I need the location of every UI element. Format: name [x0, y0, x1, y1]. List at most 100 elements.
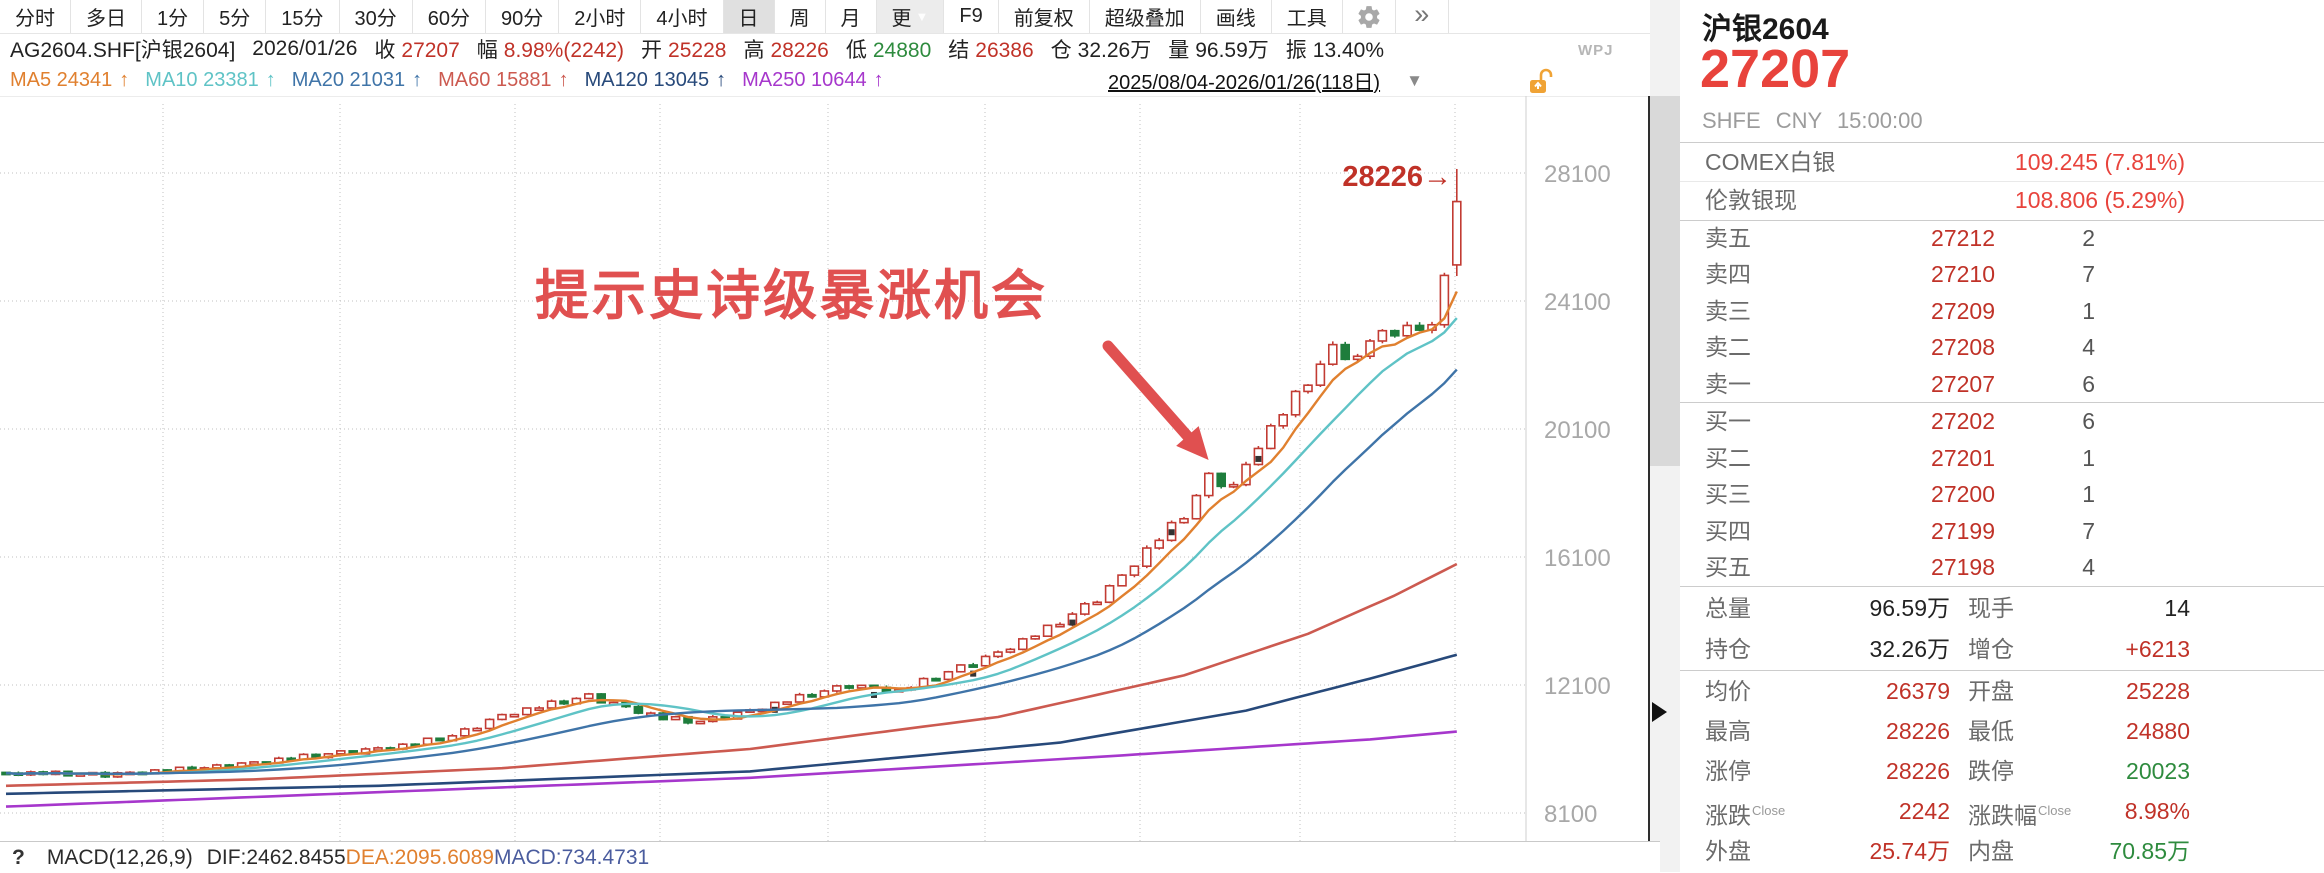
up-arrow-icon: ↑: [716, 69, 727, 91]
tab-工具[interactable]: 工具: [1272, 0, 1343, 33]
tab-label: 工具: [1286, 8, 1327, 30]
stat-label: 涨跌Close: [1705, 802, 1786, 829]
stat-row-持仓: 持仓 32.26万 增仓 +6213: [1680, 629, 2324, 670]
tab-画线[interactable]: 画线: [1201, 0, 1272, 33]
ma-line-MA20: [5, 368, 1458, 776]
stat-label: 最低: [1968, 718, 2014, 744]
ask-row-卖一: 卖一 27207 6: [1680, 366, 2324, 402]
tab-前复权[interactable]: 前复权: [999, 0, 1090, 33]
bid-price[interactable]: 27201: [1931, 444, 1995, 471]
ask-qty: 6: [2082, 370, 2095, 397]
ma-value-MA5: MA5 24341 ↑: [10, 69, 130, 91]
y-axis-tick: 24100: [1544, 289, 1611, 316]
stat-label: 涨跌幅Close: [1968, 802, 2072, 829]
candlestick-chart[interactable]: 28100 24100 20100 16100 12100 8100 28226→ 提示史诗级…: [0, 96, 1648, 841]
tab-90分[interactable]: 90分: [486, 0, 560, 33]
bid-price[interactable]: 27198: [1931, 554, 1995, 581]
overflow-chevrons-icon[interactable]: »: [1396, 0, 1449, 33]
ma-value-MA120: MA120 13045 ↑: [584, 69, 727, 91]
help-icon[interactable]: ?: [12, 845, 25, 869]
panel-splitter-line: [1648, 96, 1650, 872]
bid-row-买一: 买一 27202 6: [1680, 403, 2324, 440]
date-range-selector[interactable]: 2025/08/04-2026/01/26(118日) ▼: [1108, 65, 1423, 96]
stat-label: 内盘: [1968, 838, 2014, 864]
field-开: 开 25228: [641, 39, 727, 62]
stat-value: 25228: [2126, 678, 2190, 704]
tab-多日[interactable]: 多日: [71, 0, 142, 33]
stat-row-涨跌: 涨跌Close 2242 涨跌幅Close 8.98%: [1680, 791, 2324, 831]
date-range-label[interactable]: 2025/08/04-2026/01/26(118日): [1108, 72, 1381, 94]
ask-label: 卖一: [1705, 370, 1751, 397]
field-高: 高 28226: [743, 39, 829, 62]
tab-label: 1分: [157, 8, 189, 30]
annotation-arrow-head: [1176, 426, 1209, 460]
stat-value: 20023: [2126, 758, 2190, 784]
stat-value: 28226: [1886, 718, 1950, 744]
tab-月[interactable]: 月: [826, 0, 877, 33]
bid-price[interactable]: 27202: [1931, 408, 1995, 434]
ma-value-MA10: MA10 23381 ↑: [145, 69, 276, 91]
tab-label: 2小时: [574, 8, 626, 30]
contract-name: 沪银2604: [1702, 13, 1829, 46]
field-振: 振 13.40%: [1285, 39, 1385, 62]
stat-value: 2242: [1898, 798, 1950, 824]
ask-price[interactable]: 27207: [1931, 370, 1995, 397]
stat-value: 14: [2164, 595, 2190, 621]
bid-row-买五: 买五 27198 4: [1680, 549, 2324, 586]
tab-超级叠加[interactable]: 超级叠加: [1090, 0, 1201, 33]
ask-price[interactable]: 27212: [1931, 225, 1995, 251]
y-axis-tick: 16100: [1544, 545, 1611, 572]
stat-label: 涨停: [1705, 758, 1751, 784]
external-quote-row: COMEX白银 109.245 (7.81%): [1680, 143, 2324, 181]
tab-4小时[interactable]: 4小时: [641, 0, 724, 33]
unlock-icon[interactable]: [1528, 68, 1554, 102]
tab-15分[interactable]: 15分: [266, 0, 340, 33]
chevron-down-icon[interactable]: ▼: [1406, 70, 1423, 90]
tab-周[interactable]: 周: [775, 0, 826, 33]
field-收: 收 27207: [374, 39, 460, 62]
field-低: 低 24880: [845, 39, 932, 62]
tab-5分[interactable]: 5分: [204, 0, 267, 33]
field-结: 结 26386: [948, 39, 1034, 62]
bid-price[interactable]: 27200: [1931, 481, 1995, 508]
macd-values: MACD(12,26,9) DIF:2462.8455DEA:2095.6089M…: [47, 846, 649, 870]
tab-分时[interactable]: 分时: [0, 0, 71, 33]
up-arrow-icon: ↑: [265, 69, 276, 91]
tab-2小时[interactable]: 2小时: [559, 0, 642, 33]
stat-label: 现手: [1968, 595, 2014, 621]
bid-price[interactable]: 27199: [1931, 517, 1995, 544]
tab-日[interactable]: 日: [723, 0, 775, 33]
tab-更[interactable]: 更 ▼: [876, 0, 945, 33]
stat-row-外盘: 外盘 25.74万 内盘 70.85万: [1680, 831, 2324, 871]
tab-60分[interactable]: 60分: [413, 0, 486, 33]
ma-value-MA20: MA20 21031 ↑: [291, 69, 423, 91]
last-price: 27207: [1700, 39, 1851, 99]
quote-info-bar: AG2604.SHF[沪银2604] 2026/01/26 收 27207 幅 8.9…: [0, 33, 1658, 65]
ask-price[interactable]: 27209: [1931, 297, 1995, 324]
stat-value: 26379: [1886, 678, 1950, 704]
settings-gear-icon[interactable]: [1343, 0, 1396, 33]
stat-row-涨停: 涨停 28226 跌停 20023: [1680, 751, 2324, 791]
macd-item: DEA:2095.6089: [345, 845, 494, 869]
tab-label: 超级叠加: [1104, 8, 1185, 30]
tab-label: 5分: [219, 8, 251, 30]
up-arrow-icon: ↑: [412, 69, 423, 91]
tab-30分[interactable]: 30分: [340, 0, 413, 33]
tab-label: 日: [738, 8, 759, 30]
tab-label: 15分: [281, 8, 324, 30]
bid-row-买三: 买三 27200 1: [1680, 476, 2324, 513]
ask-qty: 1: [2082, 297, 2095, 324]
ask-price[interactable]: 27210: [1931, 261, 1995, 288]
external-label: 伦敦银现: [1705, 187, 1797, 213]
tab-1分[interactable]: 1分: [142, 0, 205, 33]
exchange-info: SHFE CNY 15:00:00: [1702, 108, 1923, 133]
field-量: 量 96.59万: [1168, 39, 1269, 62]
tab-F9[interactable]: F9: [944, 0, 999, 33]
ask-price[interactable]: 27208: [1931, 334, 1995, 361]
tab-label: 更: [891, 8, 912, 30]
macd-item: DIF:2462.8455: [206, 845, 346, 869]
panel-expand-arrow-icon[interactable]: [1652, 702, 1667, 722]
bid-label: 买五: [1705, 554, 1751, 581]
panel-splitter-thumb[interactable]: [1650, 96, 1680, 466]
